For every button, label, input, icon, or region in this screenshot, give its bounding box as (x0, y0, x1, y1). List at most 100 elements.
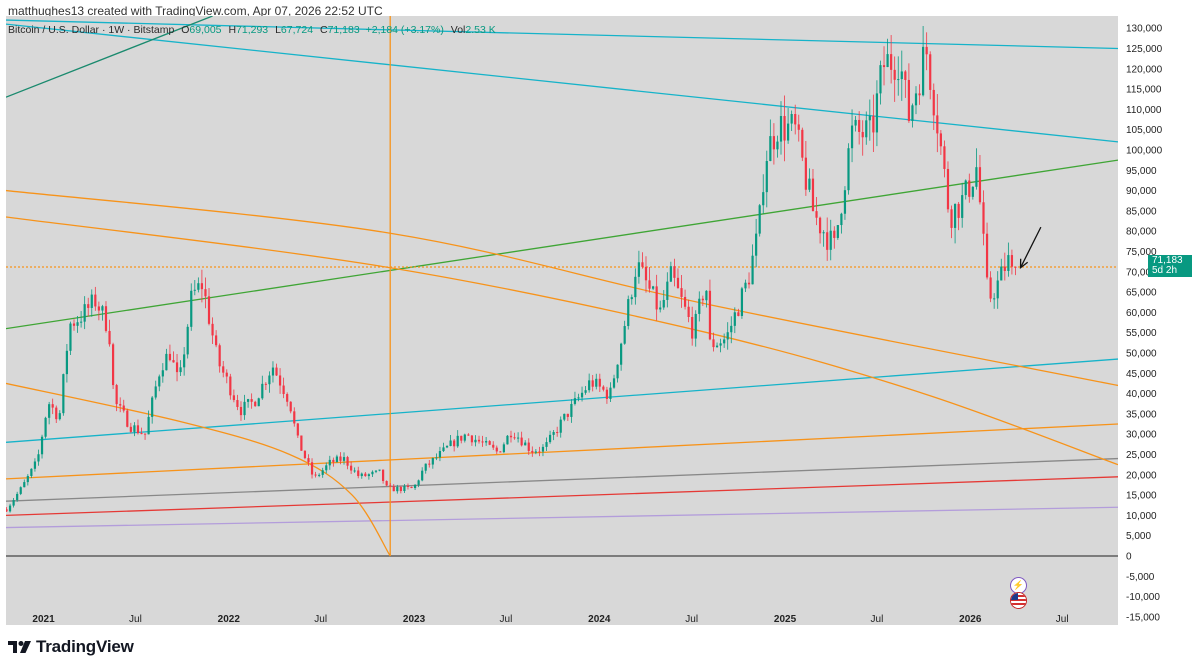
candle-body (449, 440, 452, 446)
brand-name: TradingView (36, 637, 134, 656)
candle-body (723, 339, 726, 344)
candle-body (623, 326, 626, 344)
candle-body (129, 426, 132, 432)
candle-172 (616, 364, 619, 383)
candle-body (829, 230, 832, 250)
candle-157 (563, 413, 566, 422)
candle-277 (989, 271, 992, 303)
y-tick-label: 120,000 (1126, 64, 1163, 75)
candle-223 (797, 114, 800, 142)
candle-body (140, 433, 143, 435)
candle-164 (588, 373, 591, 393)
candle-body (33, 461, 37, 469)
candle-105 (378, 469, 381, 472)
candle-158 (566, 413, 569, 421)
candle-body (492, 444, 495, 448)
candle-225 (804, 140, 807, 196)
candle-body (474, 439, 477, 443)
candle-78 (282, 377, 285, 399)
candle-body (897, 79, 900, 81)
arrow-shaft (1019, 226, 1042, 269)
candle-96 (346, 455, 349, 470)
candle-262 (936, 94, 939, 153)
candle-body (495, 447, 498, 452)
x-axis: 2021 Jul 2022 Jul 2023 Jul 2024 Jul 2025 Jul 2026 J… (32, 614, 1068, 625)
candle-167 (598, 373, 601, 393)
candle-body (882, 65, 886, 68)
candle-144 (516, 432, 520, 443)
candle-body (147, 416, 150, 435)
candle-body (286, 394, 289, 402)
candle-82 (296, 422, 299, 438)
candle-body (669, 266, 672, 282)
y-tick-label: 45,000 (1126, 369, 1157, 380)
candle-body (293, 411, 296, 424)
candle-body (410, 486, 413, 489)
candle-15 (58, 410, 61, 421)
us-flag-icon[interactable] (1010, 592, 1027, 609)
candle-133 (477, 435, 481, 444)
candle-body (6, 509, 8, 512)
candle-22 (83, 296, 86, 330)
candle-body (30, 468, 33, 476)
candle-174 (623, 320, 626, 345)
candle-body (733, 312, 736, 326)
candle-17 (65, 344, 69, 383)
candle-body (893, 69, 896, 80)
candle-138 (495, 445, 498, 455)
candle-224 (801, 127, 804, 162)
candle-273 (975, 148, 978, 190)
x-tick-label: 2024 (588, 614, 611, 625)
candle-186 (666, 272, 669, 308)
candle-body (783, 116, 786, 141)
candle-48 (175, 354, 179, 382)
candle-body (609, 387, 612, 399)
candle-251 (897, 56, 900, 96)
candle-body (119, 404, 122, 406)
candle-42 (154, 380, 157, 400)
candle-body (282, 385, 285, 395)
y-tick-label: 65,000 (1126, 288, 1157, 299)
candle-207 (740, 286, 744, 319)
candle-body (552, 432, 555, 435)
candle-body (399, 486, 402, 492)
y-tick-label: 105,000 (1126, 125, 1163, 136)
candle-body (950, 209, 953, 228)
candle-body (865, 120, 868, 138)
candle-body (683, 296, 687, 307)
change-value: +2,184 (+3.17%) (365, 24, 444, 36)
tradingview-brand[interactable]: TradingView (8, 637, 134, 657)
candle-189 (676, 268, 680, 289)
candle-230 (822, 230, 825, 247)
candle-body (726, 332, 729, 340)
candle-body (307, 458, 310, 463)
candle-93 (335, 454, 339, 463)
candle-body (676, 277, 680, 289)
candle-233 (833, 226, 836, 249)
candle-188 (673, 258, 676, 287)
candle-109 (392, 484, 395, 492)
trend-line-8 (6, 476, 1118, 517)
candle-body (385, 481, 388, 486)
candle-body (1010, 255, 1014, 267)
candle-72 (261, 375, 264, 400)
candle-body (222, 366, 225, 373)
candle-body (659, 307, 662, 310)
candle-198 (708, 279, 712, 341)
candle-76 (275, 363, 278, 377)
y-tick-label: 40,000 (1126, 389, 1157, 400)
candle-68 (246, 398, 250, 408)
candle-243 (868, 99, 871, 141)
candle-body (879, 65, 882, 94)
low-value: 67,724 (280, 24, 314, 36)
candle-body (620, 343, 623, 365)
candle-61 (222, 361, 225, 378)
candle-165 (591, 374, 594, 392)
candle-body (378, 469, 381, 471)
high-value: 71,293 (236, 24, 269, 36)
candle-body (328, 459, 331, 466)
candle-227 (811, 169, 815, 212)
candle-body (506, 435, 509, 445)
candle-266 (950, 205, 953, 239)
